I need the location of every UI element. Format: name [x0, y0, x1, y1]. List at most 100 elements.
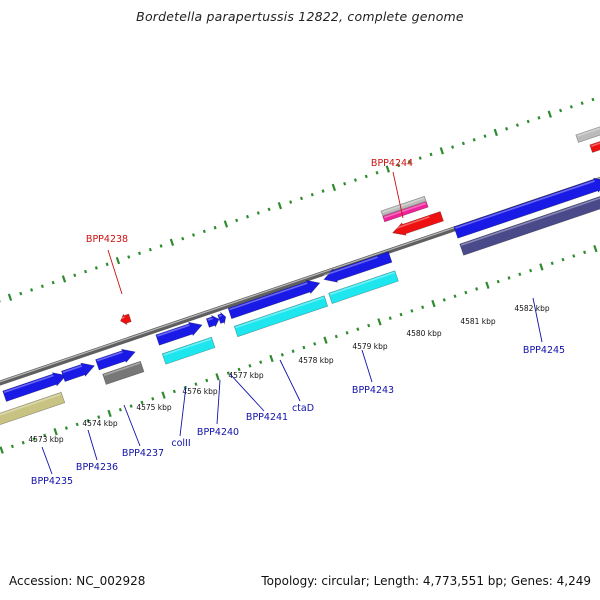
gene-label[interactable]: BPP4240 [197, 427, 239, 438]
inner-scale-tick [0, 446, 4, 454]
gene-box-bpp4235-shine [0, 393, 62, 416]
gene-label[interactable]: BPP4243 [352, 385, 394, 396]
gene-arrow-bpp4245 [453, 177, 600, 239]
inner-scale-tick [64, 426, 68, 430]
outer-scale-tick [19, 291, 23, 296]
inner-scale-tick [259, 360, 263, 364]
inner-scale-tick [345, 331, 349, 335]
gene-label[interactable]: colII [171, 438, 190, 449]
outer-scale-tick [461, 141, 465, 146]
outer-scale-tick [385, 165, 391, 173]
gene-label[interactable]: ctaD [292, 403, 314, 414]
inner-scale-tick [431, 299, 436, 308]
gene-label-callout [361, 349, 373, 383]
outer-scale-tick [127, 255, 131, 259]
outer-scale-tick [569, 105, 573, 109]
gene-arrow-bpp4240 [227, 279, 321, 320]
inner-scale-tick [583, 250, 587, 255]
outer-scale-tick [169, 238, 175, 246]
outer-scale-tick [51, 280, 55, 285]
gene-arrow-bpp4245-shine [455, 180, 595, 229]
gene-arrow-bpp4238 [120, 313, 132, 326]
outer-scale-tick [526, 119, 530, 124]
outer-scale-tick [159, 244, 163, 248]
outer-scale-tick [407, 159, 411, 164]
gene-label-callout [107, 249, 123, 295]
inner-scale-tick [518, 272, 522, 277]
inner-scale-tick [161, 391, 166, 399]
outer-scale-tick [418, 156, 422, 160]
inner-scale-tick [53, 428, 58, 436]
outer-scale-tick [299, 196, 303, 201]
gene-label[interactable]: BPP4241 [246, 412, 288, 423]
outer-scale-tick [148, 247, 152, 252]
inner-scale-tick [21, 440, 25, 445]
outer-scale-tick [591, 97, 595, 102]
inner-scale-tick [280, 353, 284, 357]
scale-tick-label: 4581 kbp [460, 317, 496, 326]
map-title: Bordetella parapertussis 12822, complete… [136, 9, 464, 24]
inner-scale-tick [205, 378, 209, 383]
inner-scale-tick [118, 407, 122, 412]
gene-box-edge-silver-shine [577, 127, 600, 137]
inner-scale-tick [107, 409, 112, 418]
inner-scale-tick [32, 437, 36, 441]
gene-label[interactable]: BPP4236 [76, 462, 118, 473]
gene-arrow-bpp4238-shine [120, 316, 125, 320]
gene-label-callout [87, 429, 98, 461]
inner-scale-tick [75, 422, 79, 427]
gene-box-bpp4240-shine [235, 296, 324, 329]
scale-tick-label: 4578 kbp [298, 356, 334, 365]
scale-tick-label: 4573 kbp [28, 435, 64, 444]
inner-scale-tick [464, 290, 468, 295]
gene-label[interactable]: BPP4244 [371, 158, 413, 169]
outer-scale-tick [61, 275, 67, 283]
gene-label[interactable]: BPP4245 [523, 345, 565, 356]
inner-scale-tick [539, 263, 544, 271]
outer-scale-tick [483, 134, 487, 138]
gene-box-edge-red-shine [591, 142, 600, 147]
scale-tick-label: 4576 kbp [182, 387, 218, 396]
outer-scale-tick [223, 220, 229, 228]
gene-arrow-small-2-shine [218, 314, 222, 317]
gene-label[interactable]: BPP4237 [122, 448, 164, 459]
gene-box-bpp4244-silver-shine [382, 197, 425, 213]
outer-scale-tick [245, 214, 250, 219]
outer-scale-tick [94, 266, 98, 270]
gene-arrow-small-1-shine [207, 317, 213, 321]
outer-scale-tick [537, 116, 541, 120]
gene-arrow-colii [155, 321, 203, 346]
gene-arrow-small-2 [217, 311, 227, 325]
outer-scale-tick [580, 101, 584, 105]
inner-scale-tick [248, 364, 252, 368]
gene-label[interactable]: BPP4235 [31, 476, 73, 487]
outer-scale-tick [331, 183, 337, 192]
outer-scale-tick [451, 145, 455, 149]
outer-scale-tick [267, 207, 271, 212]
inner-scale-tick [485, 281, 490, 289]
inner-scale-tick [334, 334, 338, 339]
gene-label[interactable]: BPP4238 [86, 234, 128, 245]
gene-arrow-bpp4237 [95, 348, 136, 371]
outer-scale-tick [105, 262, 109, 267]
gene-arrow-bpp4240-shine [229, 282, 308, 311]
gene-label-callout [216, 379, 221, 425]
outer-scale-tick [505, 127, 509, 131]
inner-scale-tick [215, 373, 220, 381]
gene-arrow-small-1 [205, 314, 220, 328]
inner-scale-tick [496, 279, 500, 284]
inner-scale-tick [151, 396, 155, 401]
outer-scale-tick [429, 152, 433, 157]
outer-scale-tick [213, 225, 217, 230]
scale-tick-label: 4577 kbp [228, 371, 264, 380]
inner-scale-tick [237, 367, 241, 372]
outer-scale-tick [181, 236, 185, 241]
inner-scale-tick [388, 316, 392, 320]
inner-scale-tick [593, 244, 598, 253]
outer-scale-tick [202, 229, 206, 234]
inner-scale-tick [475, 287, 479, 291]
gene-label-callout [179, 385, 187, 437]
inner-scale-tick [529, 268, 533, 273]
outer-scale-tick [559, 108, 563, 113]
scale-tick-label: 4574 kbp [82, 419, 118, 428]
